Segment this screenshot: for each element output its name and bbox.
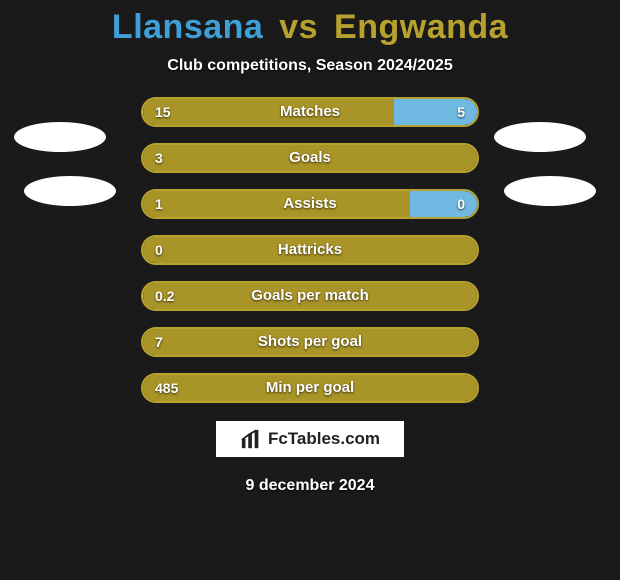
stat-label: Matches — [143, 99, 477, 125]
brand-text-rest: Tables.com — [288, 429, 380, 448]
comparison-title: Llansana vs Engwanda — [0, 0, 620, 47]
stat-label: Goals — [143, 145, 477, 171]
footer-date: 9 december 2024 — [0, 477, 620, 495]
player1-name: Llansana — [112, 8, 263, 46]
stat-bar: 0Hattricks — [141, 235, 479, 265]
brand-box: FcTables.com — [214, 419, 406, 459]
brand-text-strong: Fc — [268, 429, 288, 448]
stat-bar: 3Goals — [141, 143, 479, 173]
stat-label: Hattricks — [143, 237, 477, 263]
stat-bar: 10Assists — [141, 189, 479, 219]
bars-icon — [240, 428, 262, 450]
subtitle: Club competitions, Season 2024/2025 — [0, 57, 620, 75]
side-ellipse — [24, 176, 116, 206]
side-ellipse — [504, 176, 596, 206]
brand-text: FcTables.com — [268, 429, 380, 449]
stat-label: Assists — [143, 191, 477, 217]
stat-bar: 155Matches — [141, 97, 479, 127]
stat-label: Shots per goal — [143, 329, 477, 355]
side-ellipse — [494, 122, 586, 152]
stat-label: Min per goal — [143, 375, 477, 401]
stat-bar: 7Shots per goal — [141, 327, 479, 357]
stats-bars: 155Matches 3Goals 10Assists 0Hattricks 0.2Go… — [141, 97, 479, 403]
side-ellipse — [14, 122, 106, 152]
stat-bar: 0.2Goals per match — [141, 281, 479, 311]
player2-name: Engwanda — [334, 8, 508, 46]
stat-bar: 485Min per goal — [141, 373, 479, 403]
stat-label: Goals per match — [143, 283, 477, 309]
vs-label: vs — [273, 8, 324, 46]
